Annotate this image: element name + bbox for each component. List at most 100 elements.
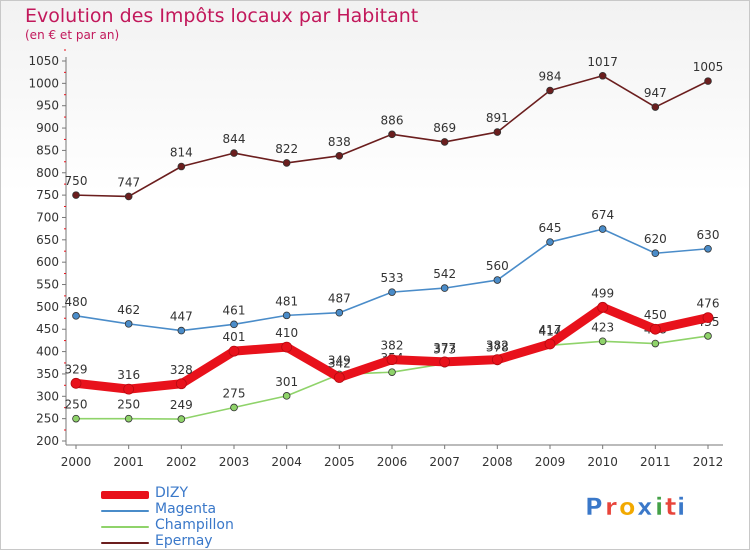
data-point-epernay (230, 149, 238, 157)
data-label-epernay: 886 (381, 113, 404, 127)
data-label-epernay: 747 (117, 175, 140, 189)
data-point-champillon (598, 337, 607, 346)
data-point-dizy (281, 341, 293, 353)
data-label-dizy: 499 (591, 286, 614, 300)
data-point-dizy (70, 377, 82, 389)
logo-letter: i (677, 493, 685, 521)
x-tick-label: 2001 (113, 455, 144, 469)
data-label-magenta: 542 (433, 267, 456, 281)
data-point-champillon (282, 392, 291, 400)
data-label-dizy: 342 (328, 357, 351, 371)
y-tick-label: 600 (36, 255, 59, 269)
legend-item-champillon: Champillon (101, 517, 301, 533)
y-tick-label: 450 (36, 322, 59, 336)
data-point-magenta (177, 326, 186, 335)
x-tick-label: 2006 (377, 455, 408, 469)
data-point-champillon (651, 339, 660, 348)
legend-swatch-champillon (101, 526, 149, 528)
data-point-magenta (493, 276, 502, 284)
data-label-epernay: 1017 (587, 55, 618, 69)
y-tick-label: 650 (36, 233, 59, 247)
logo-letter: i (655, 493, 663, 521)
legend-swatch-magenta (101, 510, 149, 512)
y-tick-label: 500 (36, 300, 59, 314)
data-point-epernay (704, 77, 712, 85)
data-point-epernay (440, 138, 449, 146)
data-point-magenta (72, 312, 80, 320)
logo-letter: r (605, 493, 617, 521)
data-label-champillon: 250 (117, 398, 140, 412)
data-point-dizy (175, 378, 187, 390)
data-point-magenta (651, 249, 660, 258)
data-label-magenta: 481 (275, 294, 298, 308)
data-label-champillon: 275 (223, 386, 246, 400)
logo-letter: x (637, 493, 653, 521)
data-label-magenta: 487 (328, 292, 351, 306)
x-tick-label: 2003 (219, 455, 250, 469)
x-tick-label: 2007 (429, 455, 460, 469)
data-label-magenta: 480 (65, 295, 88, 309)
data-label-champillon: 423 (591, 320, 614, 334)
data-label-dizy: 316 (117, 368, 140, 382)
y-tick-label: 850 (36, 143, 59, 157)
legend-swatch-epernay (101, 542, 149, 544)
x-tick-label: 2002 (166, 455, 197, 469)
data-label-dizy: 410 (275, 326, 298, 340)
x-tick-label: 2005 (324, 455, 355, 469)
data-label-magenta: 674 (591, 208, 614, 222)
data-label-magenta: 560 (486, 259, 509, 273)
x-tick-label: 2000 (61, 455, 92, 469)
y-tick-label: 700 (36, 210, 59, 224)
logo-letter: t (665, 493, 676, 521)
data-label-dizy: 450 (644, 308, 667, 322)
data-point-epernay (651, 103, 660, 111)
legend-label-dizy: DIZY (155, 485, 189, 501)
data-label-epernay: 750 (65, 174, 88, 188)
data-label-magenta: 447 (170, 310, 193, 324)
data-point-dizy (439, 356, 451, 368)
data-label-dizy: 328 (170, 363, 193, 377)
data-point-magenta (230, 320, 238, 329)
data-point-dizy (649, 323, 661, 335)
y-tick-label: 900 (36, 121, 59, 135)
legend-item-dizy: DIZY (101, 485, 301, 501)
data-label-magenta: 630 (697, 228, 720, 242)
data-point-champillon (124, 414, 133, 423)
data-label-magenta: 620 (644, 232, 667, 246)
data-point-epernay (598, 71, 607, 80)
data-point-champillon (230, 403, 238, 412)
data-label-epernay: 1005 (693, 60, 724, 74)
data-label-magenta: 645 (539, 221, 562, 235)
data-label-epernay: 984 (539, 70, 562, 84)
y-tick-label: 750 (36, 188, 59, 202)
data-point-dizy (333, 372, 345, 383)
data-label-dizy: 417 (539, 323, 562, 337)
data-point-epernay (388, 130, 396, 139)
data-point-magenta (282, 311, 291, 320)
y-tick-label: 550 (36, 278, 59, 292)
data-point-magenta (388, 288, 396, 296)
legend-label-epernay: Epernay (155, 533, 213, 549)
data-point-epernay (124, 192, 133, 201)
data-label-dizy: 382 (486, 339, 509, 353)
y-tick-label: 350 (36, 367, 59, 381)
data-point-champillon (177, 415, 186, 423)
data-label-epernay: 891 (486, 111, 509, 125)
data-label-epernay: 844 (223, 132, 246, 146)
data-point-magenta (124, 320, 133, 328)
data-point-epernay (282, 159, 291, 167)
legend-item-epernay: Epernay (101, 533, 301, 549)
data-label-champillon: 301 (275, 375, 298, 389)
y-tick-label: 1000 (28, 76, 59, 90)
y-tick-label: 800 (36, 166, 59, 180)
data-point-epernay (493, 128, 502, 136)
data-label-epernay: 947 (644, 86, 667, 100)
x-tick-label: 2010 (587, 455, 618, 469)
data-point-magenta (598, 225, 607, 233)
data-point-dizy (597, 301, 609, 313)
data-point-dizy (123, 383, 135, 395)
data-label-champillon: 249 (170, 398, 193, 412)
